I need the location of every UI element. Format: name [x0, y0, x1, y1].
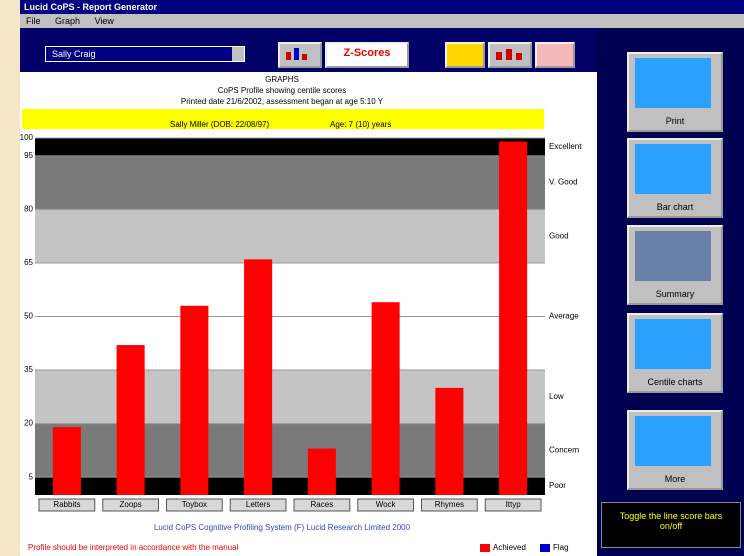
child-name: Sally Miller (DOB: 22/08/97) [170, 120, 269, 129]
button-label: Centile charts [629, 377, 721, 387]
x-tick-label: Rhymes [435, 500, 464, 509]
menu-item[interactable]: View [95, 16, 114, 26]
band-label: Concern [549, 445, 579, 454]
bar [117, 345, 145, 495]
y-tick-label: 100 [20, 133, 34, 142]
clock-button[interactable] [445, 42, 485, 68]
chart-title: CoPS Profile showing centile scores [218, 86, 347, 95]
band [35, 209, 545, 263]
x-tick-label: Rabbits [53, 500, 80, 509]
chart-footer: Lucid CoPS Cognitive Profiling System (F… [154, 523, 411, 532]
graph-button[interactable] [278, 42, 322, 68]
pattern-button[interactable] [535, 42, 575, 68]
bars-button[interactable] [488, 42, 532, 68]
y-tick-label: 35 [24, 365, 33, 374]
bar [499, 142, 527, 495]
button-label: More [629, 474, 721, 484]
x-tick-label: Letters [246, 500, 270, 509]
y-tick-label: 50 [24, 312, 33, 321]
button-label: Summary [629, 289, 721, 299]
legend-swatch [480, 544, 490, 552]
bar [244, 259, 272, 495]
icon [635, 58, 711, 108]
band-label: Average [549, 312, 579, 321]
y-tick-label: 5 [29, 472, 34, 481]
x-tick-label: Ittyp [506, 500, 522, 509]
menu-bar: File Graph View [20, 14, 744, 28]
x-tick-label: Races [311, 500, 334, 509]
chart: GRAPHS CoPS Profile showing centile scor… [20, 72, 597, 556]
child-age: Age: 7 (10) years [330, 120, 391, 129]
chart-subtitle: Printed date 21/6/2002, assessment began… [181, 97, 384, 106]
icon [635, 416, 711, 466]
chart-heading: GRAPHS [265, 75, 299, 84]
bar [308, 449, 336, 495]
toolbar: Sally Craig Z-Scores [20, 28, 597, 72]
band [35, 424, 545, 478]
page: Lucid CoPS - Report Generator File Graph… [0, 0, 744, 556]
y-tick-label: 80 [24, 205, 33, 214]
side-panel: Print Bar chart Summary Centile charts M… [597, 28, 744, 556]
x-tick-label: Toybox [182, 500, 207, 509]
band-label: Poor [549, 481, 566, 490]
band [35, 156, 545, 210]
icon [635, 319, 711, 369]
band-label: V. Good [549, 178, 578, 187]
print-button[interactable]: Print [627, 52, 723, 132]
legend-label: Flag [553, 543, 569, 552]
menu-item[interactable]: File [26, 16, 41, 26]
x-tick-label: Zoops [120, 500, 142, 509]
band [35, 370, 545, 424]
x-tick-label: Wock [376, 500, 397, 509]
icon [635, 144, 711, 194]
name-band [22, 109, 544, 129]
band [35, 138, 545, 156]
zscores-button[interactable]: Z-Scores [325, 42, 409, 68]
y-tick-label: 65 [24, 258, 33, 267]
more-button[interactable]: More [627, 410, 723, 490]
toggle-hint: Toggle the line score bars on/off [601, 502, 741, 548]
legend-swatch [540, 544, 550, 552]
bar-chart-button[interactable]: Bar chart [627, 138, 723, 218]
chart-note: Profile should be interpreted in accorda… [28, 543, 239, 552]
bar [435, 388, 463, 495]
summary-button[interactable]: Summary [627, 225, 723, 305]
centile-button[interactable]: Centile charts [627, 313, 723, 393]
button-label: Print [629, 116, 721, 126]
child-dropdown[interactable]: Sally Craig [45, 46, 245, 62]
legend-label: Achieved [493, 543, 526, 552]
button-label: Bar chart [629, 202, 721, 212]
y-tick-label: 20 [24, 419, 33, 428]
icon [635, 231, 711, 281]
title-bar: Lucid CoPS - Report Generator [20, 0, 744, 14]
band-label: Good [549, 231, 569, 240]
bar [53, 427, 81, 495]
y-tick-label: 95 [24, 151, 33, 160]
menu-item[interactable]: Graph [55, 16, 80, 26]
band-label: Low [549, 392, 564, 401]
band-label: Excellent [549, 142, 582, 151]
band [35, 477, 545, 495]
bar [372, 302, 400, 495]
bar [180, 306, 208, 495]
dropdown-arrow[interactable] [232, 47, 244, 61]
